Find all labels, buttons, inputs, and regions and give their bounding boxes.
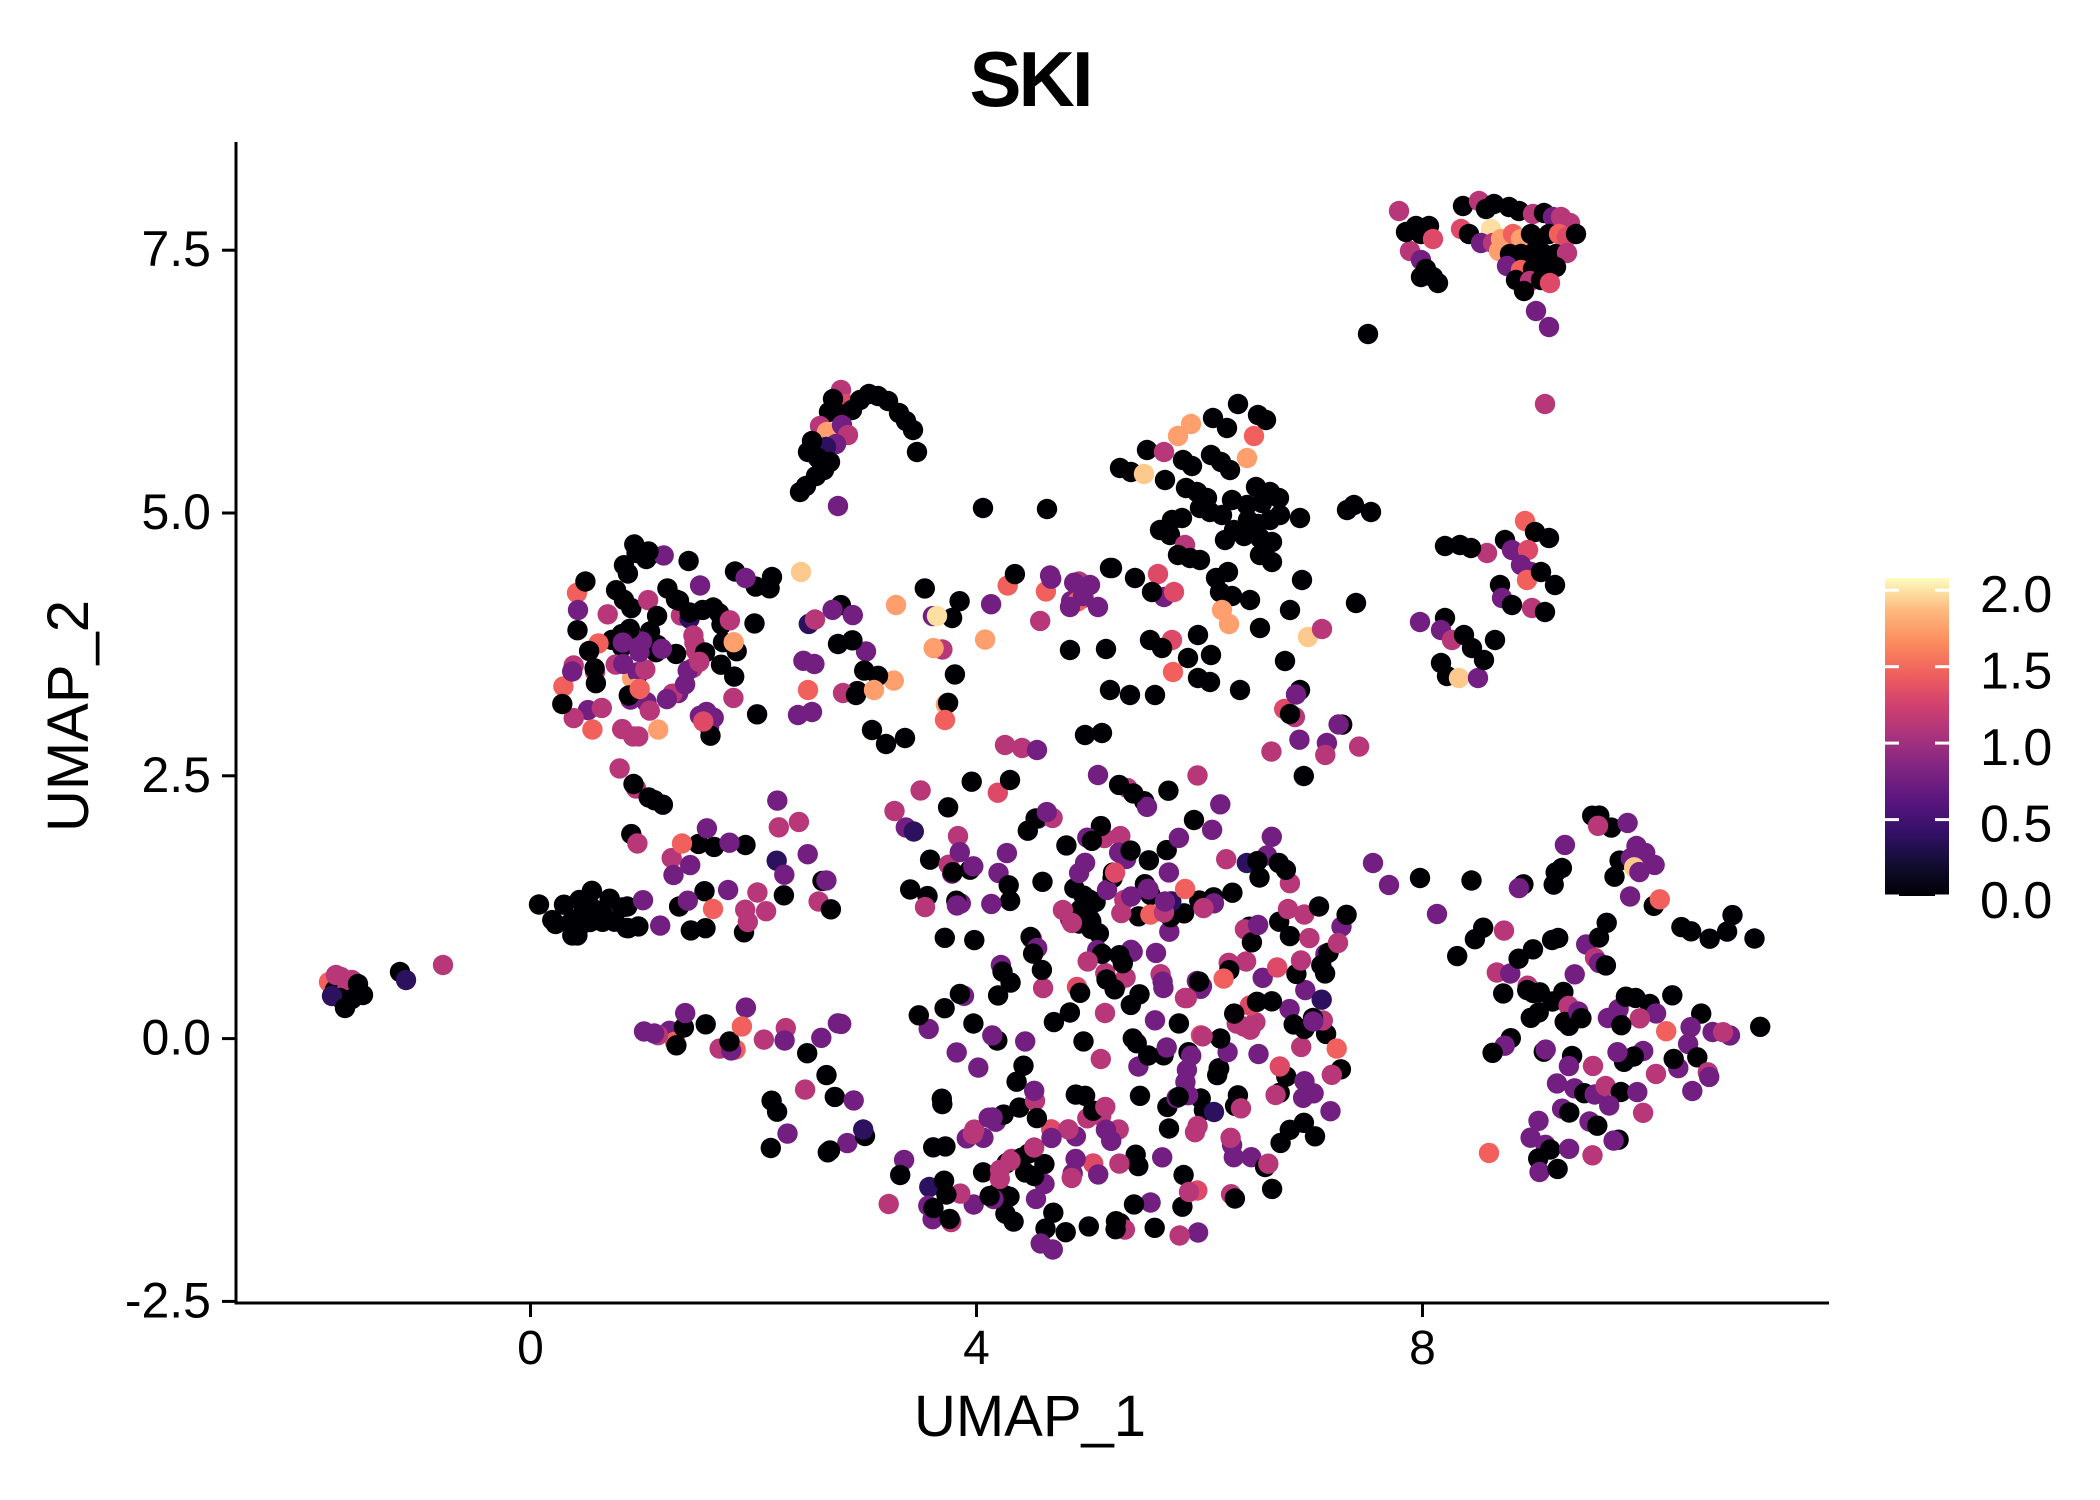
svg-text:4: 4: [963, 1322, 990, 1375]
svg-text:0: 0: [517, 1322, 544, 1375]
svg-text:8: 8: [1409, 1322, 1436, 1375]
svg-text:-2.5: -2.5: [125, 1272, 211, 1328]
svg-text:0.5: 0.5: [1980, 796, 2052, 854]
svg-text:2.0: 2.0: [1980, 566, 2052, 624]
svg-text:UMAP_1: UMAP_1: [914, 1384, 1146, 1449]
svg-text:UMAP_2: UMAP_2: [36, 600, 101, 832]
svg-text:5.0: 5.0: [141, 484, 211, 540]
svg-text:SKI: SKI: [969, 35, 1090, 123]
svg-text:1.5: 1.5: [1980, 643, 2052, 701]
svg-text:7.5: 7.5: [141, 221, 211, 277]
svg-text:2.5: 2.5: [141, 747, 211, 803]
svg-text:0.0: 0.0: [1980, 872, 2052, 930]
svg-text:1.0: 1.0: [1980, 719, 2052, 777]
svg-text:0.0: 0.0: [141, 1010, 211, 1066]
